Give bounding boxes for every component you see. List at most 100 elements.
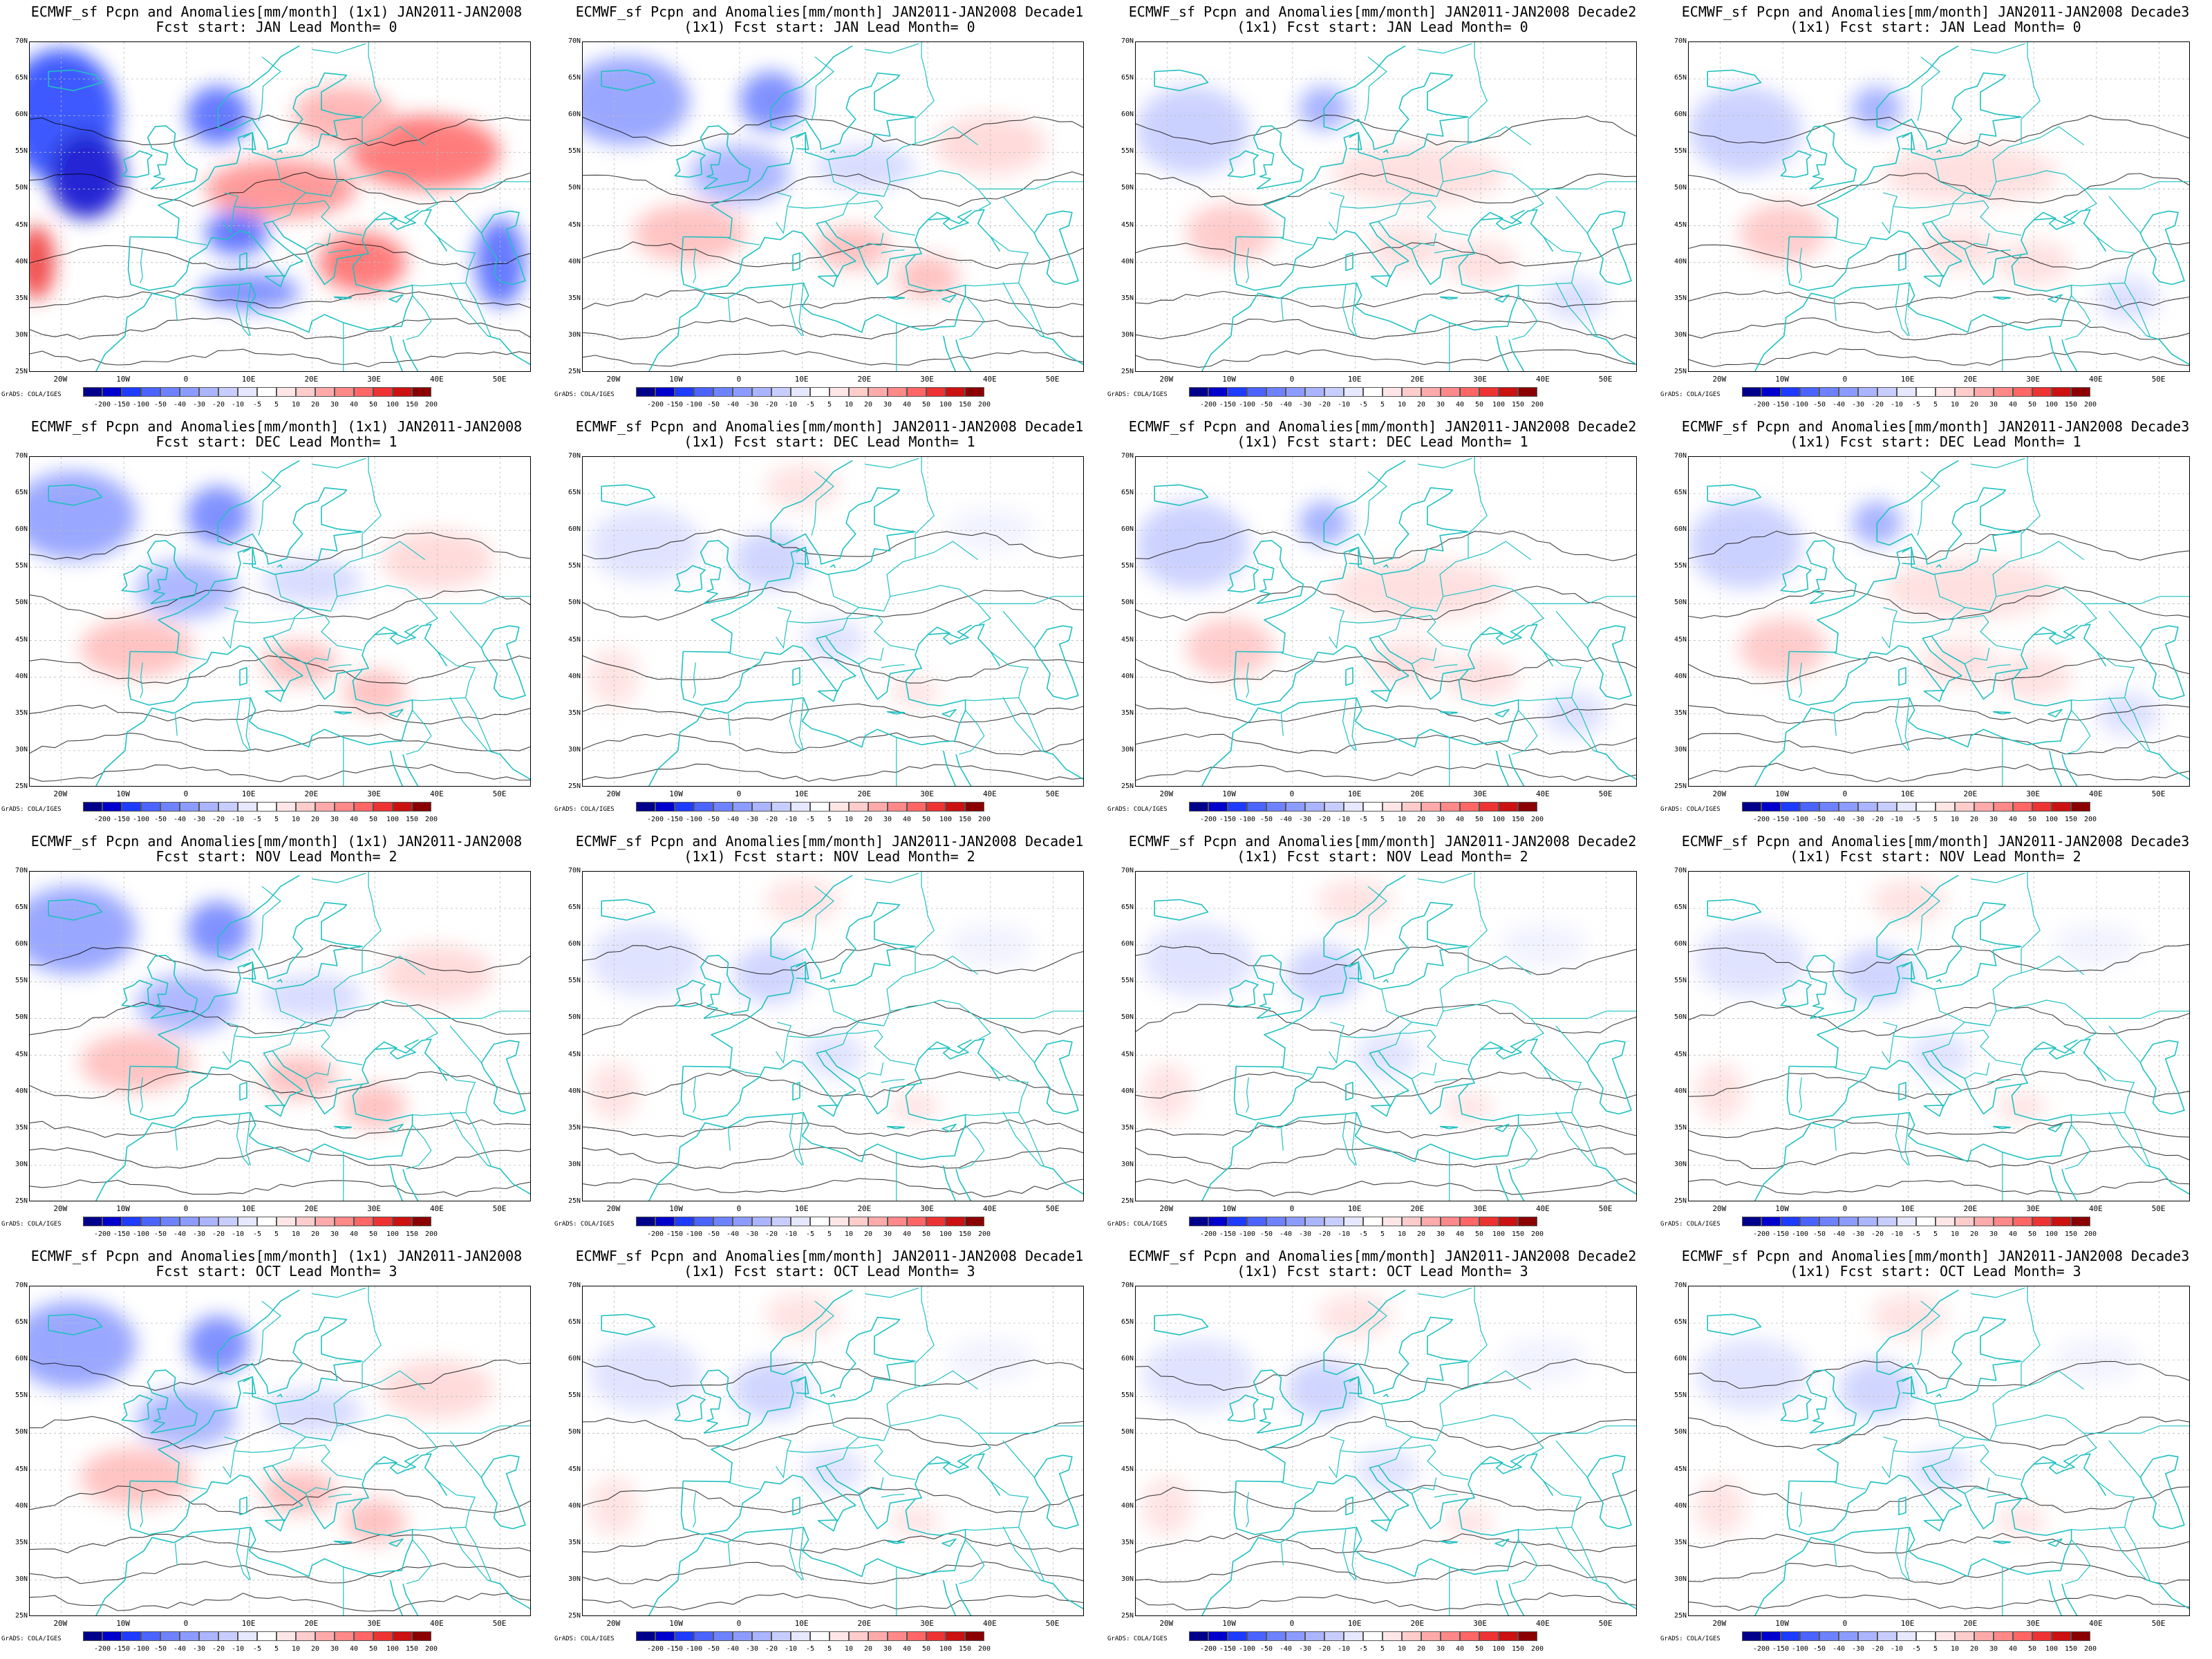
longitude-label: 0 xyxy=(1842,375,1848,384)
colorbar-swatch xyxy=(160,1631,180,1641)
colorbar-swatch xyxy=(1363,1217,1382,1226)
colorbar-label: -50 xyxy=(706,401,720,409)
colorbar-label: -200 xyxy=(93,401,111,409)
colorbar-swatch xyxy=(1266,1217,1286,1226)
longitude-label: 10W xyxy=(116,1204,131,1213)
latitude-label: 65N xyxy=(1674,903,1687,912)
colorbar-label: -10 xyxy=(231,816,245,823)
colorbar-label: -100 xyxy=(685,1645,703,1653)
colorbar-label: -100 xyxy=(1791,1230,1809,1238)
colorbar-label: -5 xyxy=(1358,401,1368,409)
longitude-label: 40E xyxy=(2088,1204,2103,1213)
latitude-label: 55N xyxy=(568,562,581,570)
colorbar xyxy=(636,387,984,398)
colorbar-label: 40 xyxy=(349,1645,359,1653)
colorbar-swatch xyxy=(276,1631,296,1641)
colorbar-swatch xyxy=(122,1631,141,1641)
colorbar-swatch xyxy=(830,387,849,397)
colorbar-label: -100 xyxy=(1238,1645,1256,1653)
colorbar-label: 5 xyxy=(274,1645,279,1653)
latitude-label: 65N xyxy=(1121,74,1134,82)
colorbar-swatch xyxy=(199,387,218,397)
colorbar-swatch xyxy=(849,1631,868,1641)
colorbar-label: -200 xyxy=(1199,816,1217,823)
colorbar-label: 20 xyxy=(1969,1230,1979,1238)
colorbar xyxy=(83,1631,431,1642)
colorbar-swatch xyxy=(1994,802,2013,812)
colorbar-label: 5 xyxy=(274,1230,279,1238)
anomaly-area xyxy=(1136,86,1249,175)
latitude-label: 45N xyxy=(15,1465,28,1473)
latitude-label: 30N xyxy=(1674,1575,1687,1583)
latitude-label: 25N xyxy=(15,782,28,790)
colorbar-swatch xyxy=(160,802,180,812)
colorbar-label: 10 xyxy=(844,1645,854,1653)
anomaly-area xyxy=(30,886,137,975)
panel-subtitle: (1x1) Fcst start: DEC Lead Month= 1 xyxy=(684,433,975,450)
colorbar-swatch xyxy=(1897,1631,1916,1641)
colorbar-swatch xyxy=(675,1631,694,1641)
colorbar-label: 40 xyxy=(1455,1645,1465,1653)
latitude-label: 50N xyxy=(568,184,581,192)
anomaly-area xyxy=(1142,1062,1192,1122)
latitude-label: 35N xyxy=(568,294,581,302)
latitude-label: 30N xyxy=(1674,330,1687,339)
colorbar-swatch xyxy=(373,387,393,397)
longitude-label: 10W xyxy=(116,1619,131,1628)
colorbar-label: -40 xyxy=(173,1230,187,1238)
grads-credit: GrADS: COLA/IGES xyxy=(554,391,615,398)
grads-credit: GrADS: COLA/IGES xyxy=(1660,1635,1721,1642)
longitude-label: 50E xyxy=(492,1204,507,1213)
colorbar-swatch xyxy=(694,1217,713,1226)
longitude-label: 20E xyxy=(857,1619,872,1628)
graticule xyxy=(30,457,530,786)
longitude-label: 20E xyxy=(304,1619,319,1628)
anomaly-area xyxy=(890,677,941,707)
colorbar-label: -150 xyxy=(666,816,684,823)
longitude-label: 20W xyxy=(53,1204,68,1213)
colorbar-label: -50 xyxy=(1812,1645,1826,1653)
grads-credit: GrADS: COLA/IGES xyxy=(1,1635,62,1642)
colorbar-swatch xyxy=(1208,387,1228,397)
latitude-label: 65N xyxy=(1121,903,1134,912)
colorbar-swatch xyxy=(1286,387,1305,397)
coastlines xyxy=(601,1286,1083,1615)
colorbar-label: -10 xyxy=(231,401,245,409)
longitude-label: 10W xyxy=(1775,375,1790,384)
colorbar-label: -5 xyxy=(1911,1645,1921,1653)
longitude-label: 20W xyxy=(1159,1204,1174,1213)
colorbar-swatch xyxy=(1955,1631,1974,1641)
latitude-label: 30N xyxy=(15,1160,28,1168)
colorbar-swatch xyxy=(1994,1631,2013,1641)
latitude-label: 65N xyxy=(1121,489,1134,497)
colorbar-label: -20 xyxy=(1318,1645,1331,1653)
colorbar-swatch xyxy=(1974,387,1994,397)
anomaly-area xyxy=(733,1360,809,1419)
anomaly-area xyxy=(30,1301,137,1389)
latitude-label: 45N xyxy=(15,1050,28,1058)
longitude-label: 30E xyxy=(920,1204,935,1213)
latitude-label: 25N xyxy=(1674,1197,1687,1205)
longitude-label: 30E xyxy=(1473,1619,1488,1628)
colorbar-swatch xyxy=(1266,387,1286,397)
colorbar-swatch xyxy=(926,387,946,397)
colorbar-label: 10 xyxy=(1397,816,1407,823)
colorbar-label: -100 xyxy=(132,1230,150,1238)
anomaly-area xyxy=(1996,1506,2047,1537)
colorbar-swatch xyxy=(1877,1217,1897,1226)
longitude-label: 40E xyxy=(1535,375,1550,384)
colorbar-label: 5 xyxy=(1933,816,1938,823)
colorbar-swatch xyxy=(315,1217,335,1226)
colorbar-label: -40 xyxy=(726,1645,740,1653)
latitude-label: 40N xyxy=(1121,1087,1134,1095)
colorbar-label: 20 xyxy=(863,1230,873,1238)
colorbar-label: 50 xyxy=(1474,816,1484,823)
latitude-label: 30N xyxy=(568,745,581,753)
longitude-label: 10W xyxy=(669,789,684,798)
longitude-label: 20E xyxy=(1963,1619,1978,1628)
colorbar-swatch xyxy=(946,802,965,812)
colorbar-label: 40 xyxy=(902,1230,912,1238)
anomaly-area xyxy=(343,1085,406,1129)
colorbar-label: -10 xyxy=(1337,1645,1351,1653)
latitude-label: 55N xyxy=(1121,977,1134,985)
